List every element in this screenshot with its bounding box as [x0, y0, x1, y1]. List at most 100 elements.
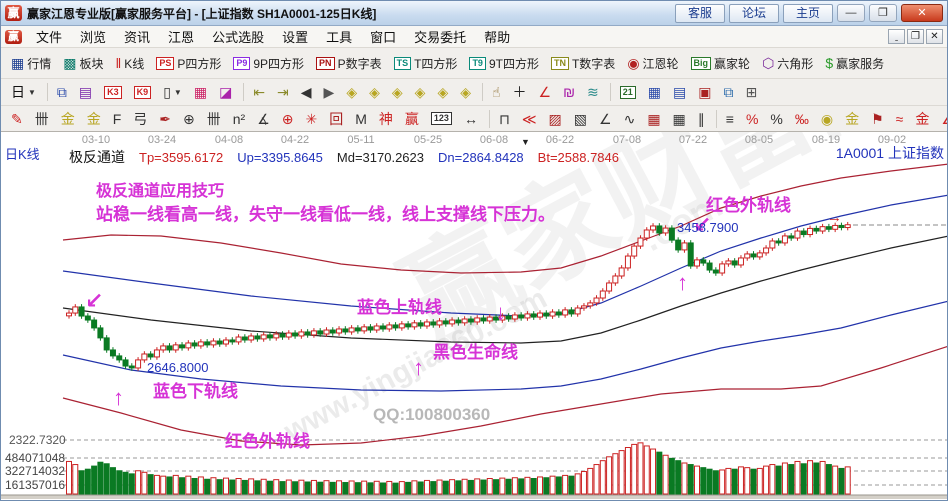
k9-combine-button[interactable]: K9 [129, 83, 157, 102]
gann-marker-button[interactable]: ₪ [558, 82, 580, 102]
spiral-tool-button[interactable]: 弓 [128, 109, 152, 129]
winner-service-button[interactable]: $ 赢家服务 [820, 52, 889, 75]
menu-交易委托[interactable]: 交易委托 [414, 30, 467, 45]
minimize-button[interactable]: — [837, 4, 865, 22]
color-volume-button[interactable]: ◪ [214, 82, 237, 102]
export-image-button[interactable]: ⧉ [718, 82, 738, 102]
expand-all-diamond-button[interactable]: ◈ [432, 82, 453, 102]
fit-all-diamond-button[interactable]: ◈ [455, 82, 476, 102]
prev-bar-button[interactable]: ◀ [296, 82, 317, 102]
gann-box-button[interactable]: ▧ [569, 109, 592, 129]
drag-hand-button[interactable]: ☝ [487, 82, 506, 102]
next-bar-button[interactable]: ▶ [319, 82, 340, 102]
restore-button[interactable]: ❐ [869, 4, 897, 22]
menu-资讯[interactable]: 资讯 [124, 30, 151, 45]
mdi-minimize-button[interactable]: ˍ [888, 29, 905, 44]
hexagon-button[interactable]: ⬡ 六角形 [757, 52, 818, 75]
k3-combine-button[interactable]: K3 [99, 83, 127, 102]
shen-gann-button[interactable]: 神 [374, 109, 398, 129]
pencil-draw-button[interactable]: ✎ [6, 109, 28, 129]
price-scale-button[interactable]: ≡ [721, 109, 739, 129]
gann-circle-button[interactable]: ⊕ [178, 109, 200, 129]
menu-工具[interactable]: 工具 [326, 30, 353, 45]
kline-button[interactable]: ‖ K线 [111, 52, 150, 75]
width-measure-button[interactable]: ↔ [459, 109, 483, 129]
p-square-button[interactable]: PS P四方形 [151, 52, 226, 75]
wave-tool-button[interactable]: ≋ [582, 82, 604, 102]
9p-square-button[interactable]: P9 9P四方形 [228, 52, 309, 75]
zoom-out-diamond-button[interactable]: ◈ [341, 82, 362, 102]
t-number-table-button[interactable]: TN T数字表 [546, 52, 620, 75]
p-number-table-button[interactable]: PN P数字表 [311, 52, 387, 75]
wave-mark-button[interactable]: M [350, 109, 372, 129]
notebook-button[interactable]: ▤ [668, 82, 691, 102]
gann-rays-button[interactable]: ✳ [301, 109, 323, 129]
zigzag-line-button[interactable]: ∿ [619, 109, 641, 129]
calendar-button[interactable]: 21 [615, 83, 641, 102]
close-button[interactable]: ✕ [901, 4, 943, 22]
square-spiral-button[interactable]: 回 [324, 109, 348, 129]
menu-窗口[interactable]: 窗口 [370, 30, 397, 45]
golden-ext-button[interactable]: 金 [82, 109, 106, 129]
indicator-dropdown-caret[interactable]: ▼ [521, 137, 530, 147]
menu-文件[interactable]: 文件 [36, 30, 63, 45]
gann-target-button[interactable]: ⊕ [277, 109, 299, 129]
fibonacci-lines-button[interactable]: F [108, 109, 127, 129]
crosshair-button[interactable]: ＋ [508, 82, 532, 102]
calculator-button[interactable]: ▦ [643, 82, 666, 102]
mdi-close-button[interactable]: ✕ [926, 29, 943, 44]
candle-style-dropdown-button[interactable]: ▯ ▼ [158, 82, 187, 102]
first-page-button[interactable]: ⇤ [248, 82, 270, 102]
winner-wheel-button[interactable]: Big 赢家轮 [686, 52, 756, 75]
gann-box-red-button[interactable]: ▨ [544, 109, 567, 129]
wave-gold-button[interactable]: ≈ [891, 109, 909, 129]
angle-ruler-button[interactable]: ∡ [252, 109, 275, 129]
marker-pen-button[interactable]: ✒ [154, 109, 176, 129]
gann-grid-button[interactable]: 卌 [30, 109, 54, 129]
n-square-button[interactable]: n² [228, 109, 250, 129]
period-day-dropdown-button[interactable]: 日 ▼ [6, 82, 41, 102]
t-square-button[interactable]: TS T四方形 [389, 52, 463, 75]
trend-angle-button[interactable]: ∠ [594, 109, 617, 129]
grid-black-button[interactable]: ▦ [668, 109, 691, 129]
red-grid-tool-button[interactable]: ▦ [189, 82, 212, 102]
flag-marker-button[interactable]: ⚑ [866, 109, 889, 129]
fibo-fan-button[interactable]: ∠ [936, 109, 947, 129]
9t-square-button[interactable]: T9 9T四方形 [464, 52, 544, 75]
zoom-in-diamond-button[interactable]: ◈ [364, 82, 385, 102]
grid-red-button[interactable]: ▦ [642, 109, 665, 129]
info-note-button[interactable]: ▤ [74, 82, 97, 102]
menu-公式选股[interactable]: 公式选股 [212, 30, 265, 45]
golden-angle-button[interactable]: 金 [910, 109, 934, 129]
mdi-restore-button[interactable]: ❐ [907, 29, 924, 44]
customer-service-button[interactable]: 客服 [674, 3, 725, 23]
percent-retrace-button[interactable]: % [741, 109, 763, 129]
compress-chart-button[interactable]: ⧉ [52, 82, 72, 102]
market-quotes-button[interactable]: ▦ 行情 [6, 52, 56, 75]
save-disk-button[interactable]: ▣ [693, 82, 716, 102]
export-data-button[interactable]: ⊞ [740, 82, 762, 102]
time-grid-button[interactable]: 卌 [202, 109, 226, 129]
gann-wheel-button[interactable]: ◉ 江恩轮 [622, 52, 683, 75]
menu-帮助[interactable]: 帮助 [484, 30, 511, 45]
chart-canvas[interactable]: 赢家财富网www.yingjia360.com.com2322.73204840… [1, 132, 947, 499]
menu-设置[interactable]: 设置 [282, 30, 309, 45]
homepage-button[interactable]: 主页 [782, 3, 833, 23]
sectors-button[interactable]: ▩ 板块 [58, 52, 108, 75]
menu-江恩[interactable]: 江恩 [168, 30, 195, 45]
ruler-123-button[interactable]: 123 [426, 109, 457, 128]
percent-tool-button[interactable]: % [765, 109, 787, 129]
last-page-button[interactable]: ⇥ [272, 82, 294, 102]
golden-section-button[interactable]: 金 [56, 109, 80, 129]
price-frame-button[interactable]: ⊓ [494, 109, 515, 129]
angle-measure-button[interactable]: ∠ [534, 82, 557, 102]
expand-h-diamond-button[interactable]: ◈ [387, 82, 408, 102]
forum-button[interactable]: 论坛 [728, 3, 779, 23]
gann-fan-button[interactable]: ≪ [517, 109, 542, 129]
permille-tool-button[interactable]: ‰ [790, 109, 814, 129]
parallel-channel-button[interactable]: ∥ [693, 109, 710, 129]
menu-浏览[interactable]: 浏览 [80, 30, 107, 45]
golden-circle-button[interactable]: ◉ [816, 109, 838, 129]
shrink-h-diamond-button[interactable]: ◈ [410, 82, 431, 102]
ying-gann-button[interactable]: 赢 [400, 109, 424, 129]
